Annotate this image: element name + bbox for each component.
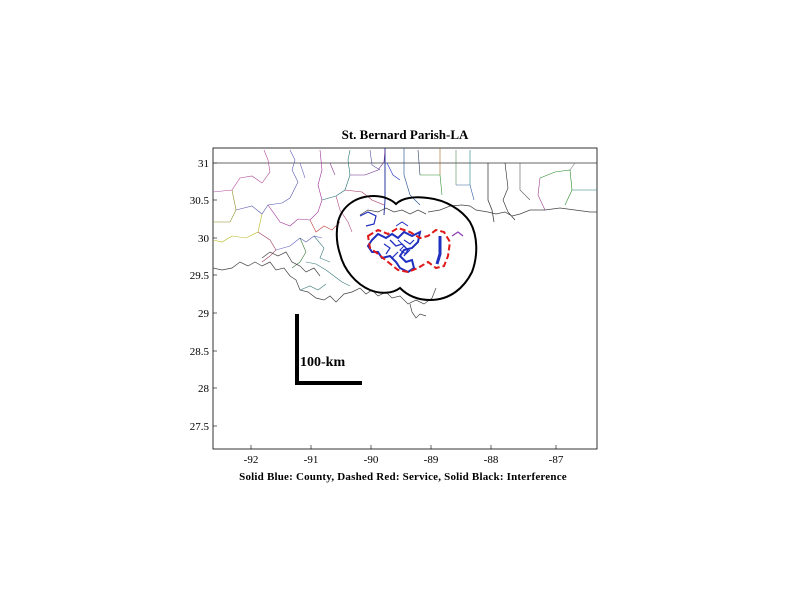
scale-bar-label: 100-km — [300, 355, 345, 370]
coastline — [213, 204, 597, 319]
state-boundary — [487, 163, 495, 223]
y-tick-label: 30.5 — [190, 195, 210, 207]
y-tick: 27.5 — [190, 421, 217, 433]
y-tick: 31 — [198, 158, 217, 170]
x-tick-label: -87 — [549, 454, 564, 466]
y-axis: 31 30.5 30 29.5 29 28.5 28 27.5 — [190, 158, 217, 433]
y-tick-label: 31 — [198, 158, 209, 170]
y-tick-label: 28 — [198, 383, 210, 395]
x-tick-label: -92 — [244, 454, 259, 466]
state-boundary — [383, 148, 386, 216]
x-tick: -89 — [424, 445, 439, 466]
county-boundary-fragment — [451, 231, 464, 237]
x-tick-label: -88 — [484, 454, 499, 466]
map-layers — [213, 148, 597, 319]
map-title: St. Bernard Parish-LA — [342, 127, 469, 142]
interference-contour — [335, 194, 478, 302]
plot-frame — [212, 147, 598, 450]
coastline-detail — [299, 261, 351, 291]
y-tick-label: 30 — [198, 233, 210, 245]
y-tick: 30.5 — [190, 195, 217, 207]
x-tick-label: -89 — [424, 454, 439, 466]
y-tick-label: 29 — [198, 308, 210, 320]
y-tick-label: 27.5 — [190, 421, 210, 433]
service-contour — [366, 226, 452, 274]
x-tick: -87 — [549, 445, 564, 466]
x-tick: -92 — [244, 445, 259, 466]
y-tick-label: 28.5 — [190, 346, 210, 358]
y-tick: 29.5 — [190, 270, 217, 282]
x-tick-label: -90 — [364, 454, 379, 466]
scale-bar: 100-km — [295, 314, 362, 385]
y-tick: 28.5 — [190, 346, 217, 358]
y-tick: 29 — [198, 308, 217, 320]
x-tick: -90 — [364, 445, 379, 466]
y-tick: 30 — [198, 233, 217, 245]
y-tick-label: 29.5 — [190, 270, 210, 282]
x-tick: -88 — [484, 445, 499, 466]
legend-caption: Solid Blue: County, Dashed Red: Service,… — [239, 471, 567, 483]
x-axis: -92 -91 -90 -89 -88 -87 — [244, 445, 564, 466]
x-tick-label: -91 — [304, 454, 319, 466]
y-tick: 28 — [198, 383, 217, 395]
x-tick: -91 — [304, 445, 319, 466]
